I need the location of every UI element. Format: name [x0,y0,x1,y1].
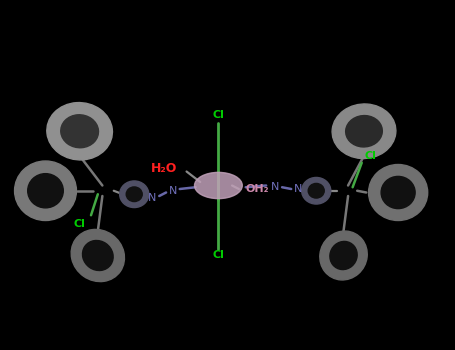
Ellipse shape [15,161,76,220]
Ellipse shape [346,116,382,147]
Ellipse shape [330,241,357,270]
Text: Cl: Cl [74,219,86,229]
Text: N: N [271,182,279,192]
Text: Cl: Cl [365,151,377,161]
Ellipse shape [195,173,242,199]
Ellipse shape [71,229,125,282]
Text: N: N [148,193,157,203]
Text: OH₂: OH₂ [245,184,269,194]
Text: Cl: Cl [212,111,224,120]
Ellipse shape [369,164,428,220]
Ellipse shape [28,174,63,208]
Text: N: N [294,184,302,194]
Ellipse shape [120,181,149,208]
Ellipse shape [61,115,98,148]
Ellipse shape [82,240,113,271]
Text: Cl: Cl [212,251,224,260]
Ellipse shape [381,176,415,209]
Ellipse shape [126,187,142,202]
Ellipse shape [302,177,331,204]
Text: H₂O: H₂O [151,161,177,175]
Ellipse shape [332,104,396,159]
Text: N: N [169,186,177,196]
Ellipse shape [308,183,324,198]
Ellipse shape [47,103,112,160]
Ellipse shape [320,231,367,280]
